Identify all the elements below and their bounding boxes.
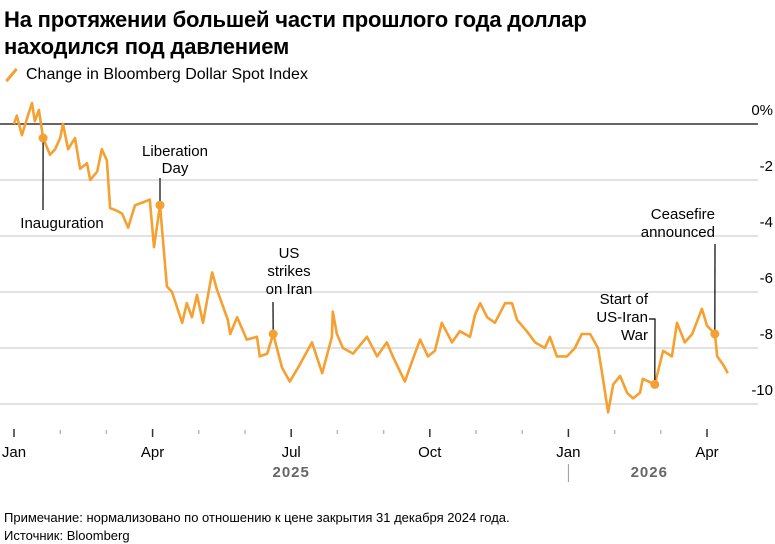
x-tick-label: Jul [282, 444, 301, 461]
y-tick-label: -2 [760, 158, 773, 175]
annotation-label-inauguration: Inauguration [20, 215, 103, 232]
y-tick-label: -8 [760, 326, 773, 343]
chart-title: На протяжении большей части прошлого год… [4, 6, 587, 60]
annotation-label-us-strikes-on-iran: US [279, 245, 300, 262]
annotation-label-start-of-us-iran-war: Start of [600, 291, 649, 308]
annotation-dot-liberation-day [155, 200, 165, 210]
annotation-dot-inauguration [38, 133, 48, 143]
x-tick-label: Oct [418, 444, 442, 461]
annotation-label-us-strikes-on-iran: on Iran [266, 281, 313, 298]
x-tick-label: Jan [2, 444, 26, 461]
annotation-label-start-of-us-iran-war: War [621, 327, 648, 344]
x-tick-label: Apr [141, 444, 164, 461]
annotation-dot-ceasefire-announced [710, 329, 720, 339]
y-tick-label: -10 [751, 382, 773, 399]
y-tick-label: 0% [751, 102, 773, 119]
source-note: Источник: Bloomberg [4, 528, 130, 543]
annotation-label-us-strikes-on-iran: strikes [267, 263, 310, 280]
y-tick-label: -4 [760, 214, 773, 231]
title-line-2: находился под давлением [4, 34, 290, 59]
annotation-label-liberation-day: Day [162, 160, 189, 177]
annotation-label-start-of-us-iran-war: US-Iran [596, 309, 648, 326]
annotation-label-ceasefire-announced: Ceasefire [651, 206, 715, 223]
x-tick-label: Jan [556, 444, 580, 461]
x-tick-label: Apr [695, 444, 718, 461]
annotation-dot-us-strikes-on-iran [268, 329, 278, 339]
legend-label: Change in Bloomberg Dollar Spot Index [26, 66, 308, 83]
title-line-1: На протяжении большей части прошлого год… [4, 7, 587, 32]
y-tick-label: -6 [760, 270, 773, 287]
annotation-label-liberation-day: Liberation [142, 143, 208, 160]
annotation-dot-start-of-us-iran-war [650, 379, 660, 389]
year-label: 2025 [273, 464, 310, 481]
year-label: 2026 [631, 464, 668, 481]
annotation-label-ceasefire-announced: announced [641, 224, 715, 241]
annotation-leader-start-of-us-iran-war [649, 318, 656, 385]
footnote: Примечание: нормализовано по отношению к… [4, 510, 510, 525]
series-line [12, 101, 729, 414]
legend: Change in Bloomberg Dollar Spot Index [4, 66, 308, 84]
